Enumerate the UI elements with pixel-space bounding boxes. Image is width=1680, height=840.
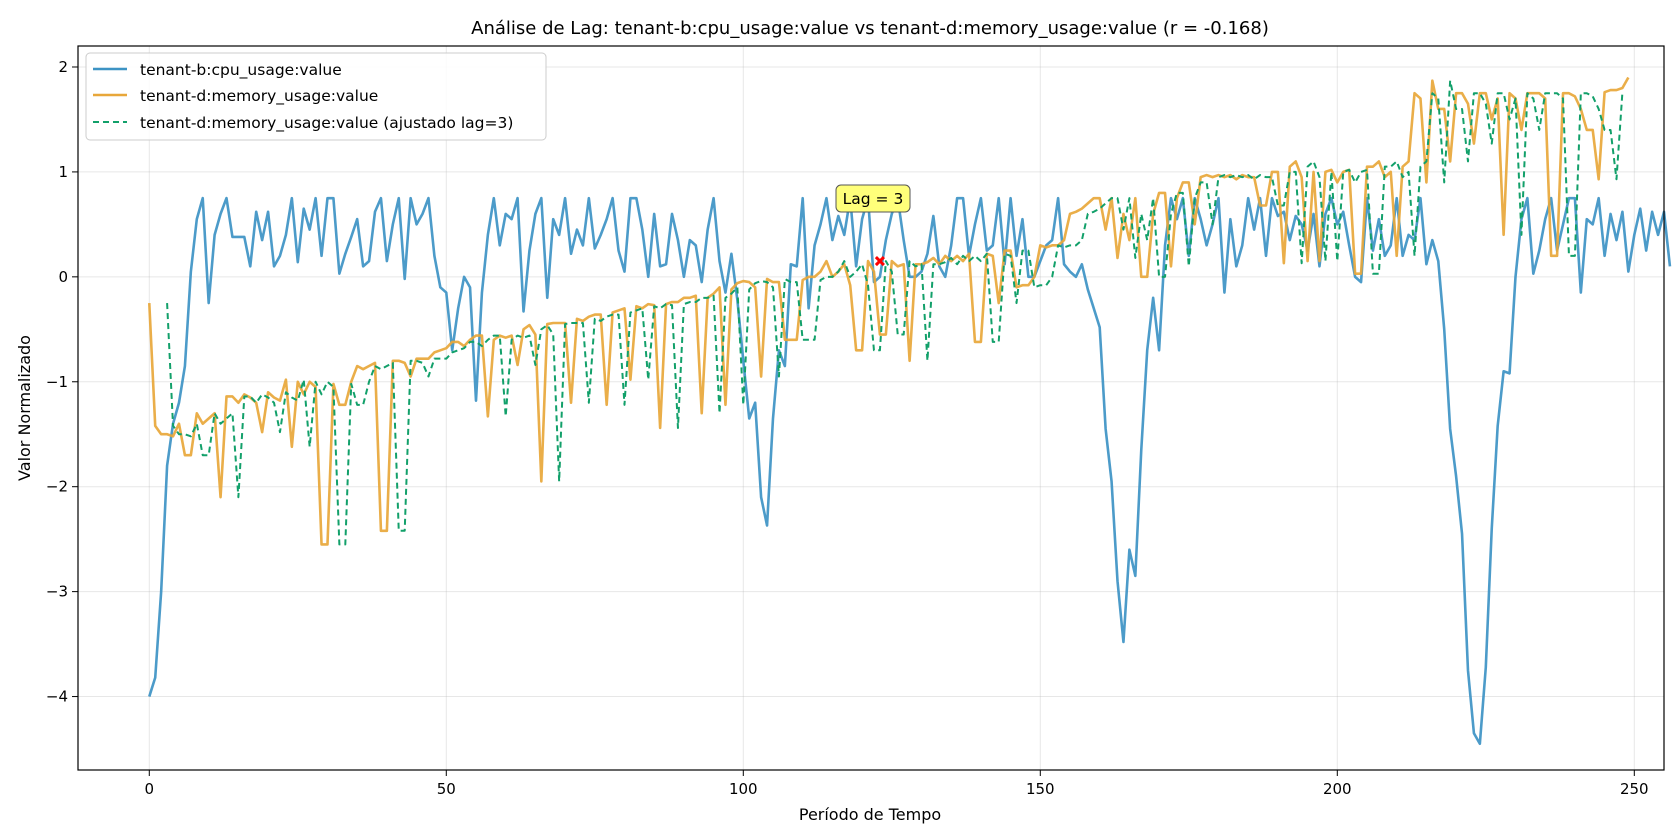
x-tick-label: 200: [1323, 780, 1352, 798]
legend-label-memory-lag: tenant-d:memory_usage:value (ajustado la…: [140, 114, 513, 133]
y-tick-label: −2: [46, 478, 68, 496]
legend-label-cpu: tenant-b:cpu_usage:value: [140, 61, 342, 80]
chart-title: Análise de Lag: tenant-b:cpu_usage:value…: [471, 18, 1269, 39]
annotation-box: [835, 184, 911, 213]
x-tick-label: 250: [1620, 780, 1649, 798]
series-line-cpu: [148, 196, 1672, 746]
y-axis-label: Valor Normalizado: [15, 335, 34, 481]
y-tick-label: −4: [46, 688, 68, 706]
series-line-memory-lag: [166, 79, 1624, 546]
x-axis-label: Período de Tempo: [799, 805, 941, 824]
y-tick-label: 1: [58, 163, 68, 181]
plot-frame: [77, 45, 1665, 771]
legend: tenant-b:cpu_usage:value tenant-d:memory…: [85, 52, 547, 141]
x-tick-label: 100: [729, 780, 758, 798]
y-tick-label: −3: [46, 583, 68, 601]
x-tick-label: 150: [1026, 780, 1055, 798]
x-tick-label: 50: [437, 780, 456, 798]
y-tick-label: 2: [58, 58, 68, 76]
y-axis: 2 1 0 −1 −2 −3 −4: [46, 58, 78, 706]
series-layer: [147, 76, 1672, 746]
annotation-text: Lag = 3: [843, 190, 904, 208]
y-tick-label: 0: [58, 268, 68, 286]
lag-annotation: Lag = 3: [835, 184, 911, 267]
legend-label-memory: tenant-d:memory_usage:value: [140, 87, 378, 106]
x-axis: 0 50 100 150 200 250: [145, 770, 1649, 798]
x-tick-label: 0: [145, 780, 155, 798]
legend-box: [85, 52, 547, 141]
series-line-memory: [147, 76, 1630, 546]
lag-marker: [874, 256, 885, 267]
y-tick-label: −1: [46, 373, 68, 391]
